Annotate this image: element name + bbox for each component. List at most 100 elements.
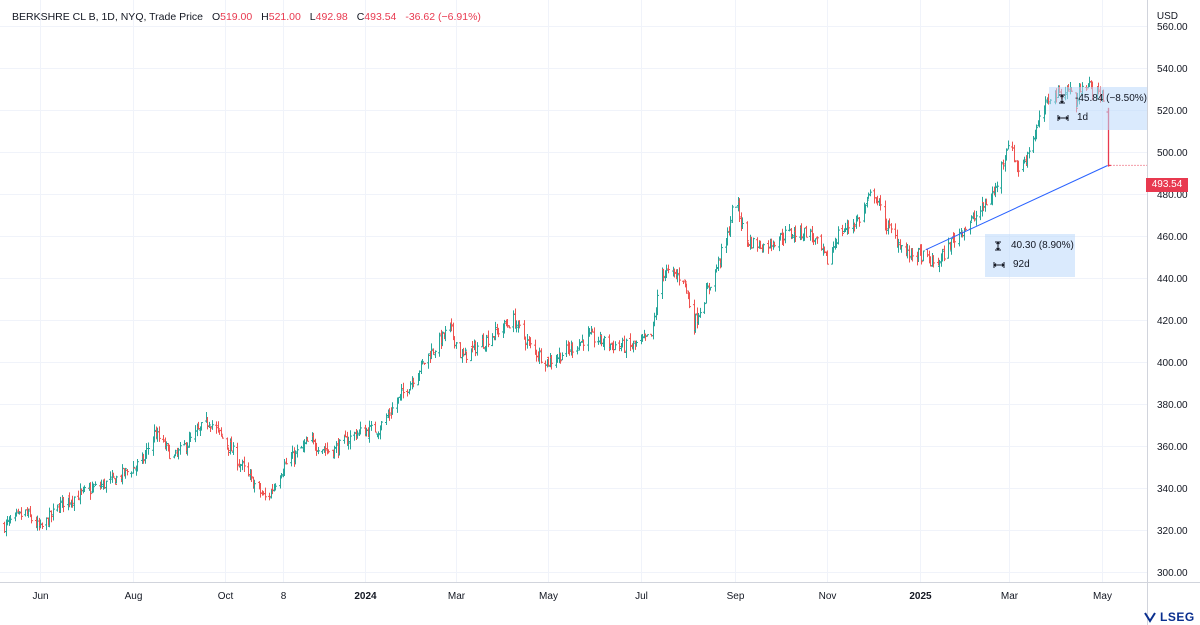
ohlc-bar: [380, 420, 383, 431]
x-tick-label: Nov: [819, 591, 837, 602]
ohlc-bar: [508, 325, 511, 329]
ohlc-bar: [391, 402, 394, 415]
y-tick-label: 500.00: [1157, 148, 1188, 159]
x-tick-label: Oct: [218, 591, 234, 602]
ohlc-bar: [1088, 76, 1091, 87]
ohlc-bar: [211, 420, 214, 430]
ohlc-bar: [459, 342, 462, 359]
ohlc-bar: [179, 442, 182, 455]
ohlc-bar: [714, 269, 717, 292]
ohlc-bar: [890, 223, 893, 234]
ohlc-bar: [800, 223, 803, 240]
ohlc-bar: [523, 320, 526, 340]
ohlc-bar: [547, 356, 550, 367]
ohlc-bar: [524, 336, 527, 351]
y-tick-label: 340.00: [1157, 484, 1188, 495]
ohlc-bar: [720, 243, 723, 268]
trendline-layer[interactable]: [925, 165, 1108, 251]
ohlc-bar: [506, 319, 509, 328]
ohlc-bar: [39, 519, 42, 529]
ohlc-bar: [964, 226, 967, 232]
measure-delta-row: 40.30 (8.90%): [993, 240, 1074, 251]
ohlc-bar: [667, 264, 670, 274]
ohlc-bar: [230, 436, 233, 452]
ohlc-bar: [236, 442, 239, 471]
ohlc-bar: [559, 352, 562, 364]
ohlc-bar: [1038, 110, 1041, 128]
ohlc-bar: [588, 327, 591, 337]
ohlc-bar: [220, 427, 223, 437]
ohlc-bar: [731, 204, 734, 224]
x-tick-label: Sep: [727, 591, 745, 602]
price-range-icon: [1059, 94, 1065, 103]
y-tick-label: 400.00: [1157, 358, 1188, 369]
ohlc-bar: [197, 421, 200, 430]
ohlc-bar: [582, 339, 585, 351]
ohlc-bar: [832, 241, 835, 253]
y-tick-label: 380.00: [1157, 400, 1188, 411]
ohlc-bar: [130, 471, 133, 478]
ohlc-bar: [621, 337, 624, 348]
ohlc-bar: [656, 289, 659, 316]
ohlc-bar: [729, 216, 732, 238]
ohlc-bar: [239, 463, 242, 472]
ohlc-bar: [644, 333, 647, 341]
ohlc-bar: [227, 447, 230, 456]
ohlc-bar: [1017, 160, 1020, 177]
ohlc-bar: [465, 351, 468, 364]
ohlc-bar: [52, 503, 55, 521]
lseg-logo: LSEG: [1144, 610, 1195, 624]
ohlc-bar: [641, 333, 644, 342]
ohlc-bar: [897, 238, 900, 253]
ohlc-bar: [1005, 148, 1008, 161]
measure-span-row: 1d: [1057, 112, 1088, 123]
x-tick-label: Jul: [635, 591, 648, 602]
ohlc-bar: [540, 348, 543, 364]
y-tick-label: 420.00: [1157, 316, 1188, 327]
ohlc-bar: [979, 205, 982, 221]
ohlc-bar: [576, 346, 579, 355]
ohlc-bar: [285, 457, 288, 465]
ohlc-bar: [444, 326, 447, 342]
ohlc-bar: [953, 232, 956, 248]
ohlc-bar: [1023, 156, 1026, 164]
ohlc-bar: [432, 348, 435, 355]
ohlc-bar: [788, 223, 791, 232]
ohlc-bar: [427, 353, 430, 369]
ohlc-bar: [232, 442, 235, 455]
ohlc-bar: [71, 495, 74, 508]
ohlc-bar: [243, 456, 246, 473]
ohlc-bar: [1000, 161, 1003, 194]
x-tick-label: Mar: [1001, 591, 1019, 602]
ohlc-bar: [568, 342, 571, 356]
date-range-icon: [993, 261, 1005, 268]
ohlc-bar: [194, 425, 197, 443]
ohlc-bar: [699, 307, 702, 318]
measure-box-trend[interactable]: 40.30 (8.90%) 92d: [985, 234, 1075, 277]
x-tick-label: Jun: [32, 591, 48, 602]
last-price-tag: 493.54: [1146, 178, 1188, 192]
ohlc-bar: [715, 264, 718, 273]
ohlc-bar: [565, 340, 568, 357]
measure-box-recent[interactable]: -45.84 (−8.50%) 1d: [1049, 87, 1147, 130]
ohlc-bar: [625, 338, 628, 358]
ohlc-bar: [370, 421, 373, 431]
high-value: 521.00: [268, 11, 301, 23]
ohlc-bar: [253, 479, 256, 493]
ohlc-bar: [816, 236, 819, 244]
ohlc-bar: [920, 244, 923, 265]
ohlc-bar: [943, 245, 946, 262]
ohlc-bar: [738, 198, 741, 223]
ohlc-bar: [682, 280, 685, 284]
ohlc-bar: [932, 255, 935, 268]
ohlc-bar: [623, 335, 626, 353]
ohlc-bar: [321, 449, 324, 455]
ohlc-bar: [858, 216, 861, 227]
ohlc-bar: [791, 233, 794, 239]
ohlc-bar: [491, 333, 494, 347]
ohlc-bar: [747, 242, 750, 248]
measure-span-text: 1d: [1077, 112, 1089, 123]
y-tick-label: 560.00: [1157, 22, 1188, 33]
